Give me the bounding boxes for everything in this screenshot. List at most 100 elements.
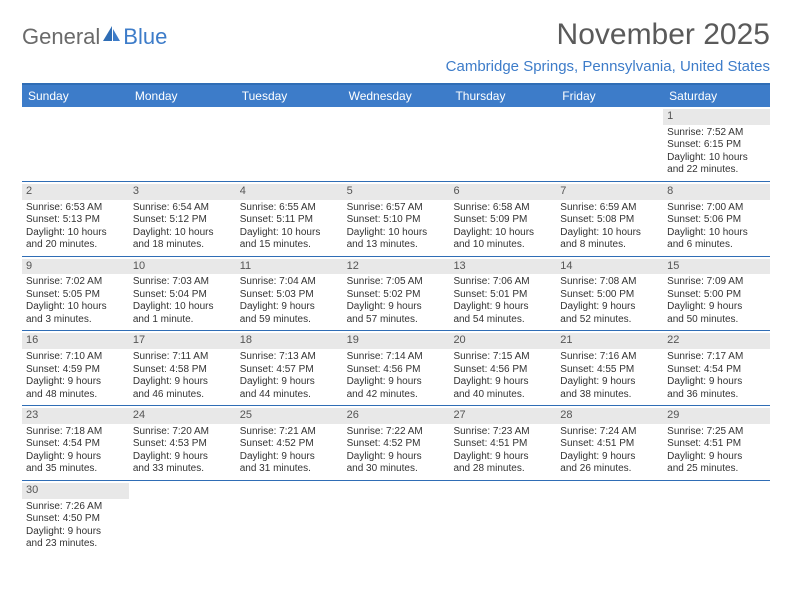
day-detail: Sunset: 5:13 PM: [26, 214, 125, 227]
day-detail: Daylight: 9 hours: [240, 301, 339, 314]
day-cell: 9Sunrise: 7:02 AMSunset: 5:05 PMDaylight…: [22, 257, 129, 331]
day-number: 20: [449, 333, 556, 349]
day-cell: 7Sunrise: 6:59 AMSunset: 5:08 PMDaylight…: [556, 182, 663, 256]
day-detail: Daylight: 9 hours: [26, 451, 125, 464]
day-cell: 12Sunrise: 7:05 AMSunset: 5:02 PMDayligh…: [343, 257, 450, 331]
week-row: 30Sunrise: 7:26 AMSunset: 4:50 PMDayligh…: [22, 481, 770, 555]
day-number: 28: [556, 408, 663, 424]
day-detail: Daylight: 9 hours: [560, 301, 659, 314]
day-number: 11: [236, 259, 343, 275]
day-cell: 4Sunrise: 6:55 AMSunset: 5:11 PMDaylight…: [236, 182, 343, 256]
day-detail: and 18 minutes.: [133, 239, 232, 252]
day-number: 9: [22, 259, 129, 275]
day-detail: Sunrise: 7:09 AM: [667, 276, 766, 289]
day-cell: [22, 107, 129, 181]
day-detail: Daylight: 10 hours: [560, 227, 659, 240]
day-detail: Sunset: 5:12 PM: [133, 214, 232, 227]
day-cell: 18Sunrise: 7:13 AMSunset: 4:57 PMDayligh…: [236, 331, 343, 405]
day-detail: Daylight: 9 hours: [347, 451, 446, 464]
day-detail: and 36 minutes.: [667, 389, 766, 402]
day-detail: Sunrise: 7:25 AM: [667, 426, 766, 439]
logo-text-blue: Blue: [123, 24, 167, 50]
day-cell: [129, 107, 236, 181]
day-detail: Sunset: 4:58 PM: [133, 364, 232, 377]
day-cell: 6Sunrise: 6:58 AMSunset: 5:09 PMDaylight…: [449, 182, 556, 256]
day-detail: Sunset: 4:59 PM: [26, 364, 125, 377]
day-detail: Sunset: 4:57 PM: [240, 364, 339, 377]
week-row: 2Sunrise: 6:53 AMSunset: 5:13 PMDaylight…: [22, 182, 770, 257]
day-detail: Sunrise: 7:52 AM: [667, 127, 766, 140]
day-detail: Sunset: 5:11 PM: [240, 214, 339, 227]
day-detail: Sunrise: 7:00 AM: [667, 202, 766, 215]
day-detail: Sunset: 5:10 PM: [347, 214, 446, 227]
day-detail: and 25 minutes.: [667, 463, 766, 476]
day-detail: Sunset: 4:53 PM: [133, 438, 232, 451]
day-number: [22, 109, 129, 125]
day-detail: and 10 minutes.: [453, 239, 552, 252]
day-detail: Daylight: 9 hours: [667, 376, 766, 389]
day-detail: Daylight: 9 hours: [453, 376, 552, 389]
weeks-container: 1Sunrise: 7:52 AMSunset: 6:15 PMDaylight…: [22, 107, 770, 555]
day-detail: Sunset: 4:52 PM: [240, 438, 339, 451]
weekday-header: Sunday: [22, 85, 129, 107]
weekday-header: Tuesday: [236, 85, 343, 107]
day-detail: Daylight: 9 hours: [453, 451, 552, 464]
logo-sail-icon: [102, 22, 122, 48]
day-number: [236, 109, 343, 125]
weekday-header: Saturday: [663, 85, 770, 107]
day-detail: Sunrise: 7:02 AM: [26, 276, 125, 289]
day-detail: and 46 minutes.: [133, 389, 232, 402]
day-number: 23: [22, 408, 129, 424]
day-detail: Daylight: 10 hours: [240, 227, 339, 240]
day-detail: Daylight: 10 hours: [26, 227, 125, 240]
day-detail: and 20 minutes.: [26, 239, 125, 252]
day-detail: Sunrise: 7:05 AM: [347, 276, 446, 289]
weekday-header: Wednesday: [343, 85, 450, 107]
day-cell: 5Sunrise: 6:57 AMSunset: 5:10 PMDaylight…: [343, 182, 450, 256]
day-detail: Sunset: 5:09 PM: [453, 214, 552, 227]
day-number: 30: [22, 483, 129, 499]
day-cell: 3Sunrise: 6:54 AMSunset: 5:12 PMDaylight…: [129, 182, 236, 256]
day-cell: 1Sunrise: 7:52 AMSunset: 6:15 PMDaylight…: [663, 107, 770, 181]
day-cell: [449, 107, 556, 181]
day-cell: 13Sunrise: 7:06 AMSunset: 5:01 PMDayligh…: [449, 257, 556, 331]
day-cell: 16Sunrise: 7:10 AMSunset: 4:59 PMDayligh…: [22, 331, 129, 405]
day-detail: Sunrise: 6:54 AM: [133, 202, 232, 215]
day-number: [129, 109, 236, 125]
week-row: 9Sunrise: 7:02 AMSunset: 5:05 PMDaylight…: [22, 257, 770, 332]
day-cell: 8Sunrise: 7:00 AMSunset: 5:06 PMDaylight…: [663, 182, 770, 256]
day-number: 13: [449, 259, 556, 275]
day-number: 15: [663, 259, 770, 275]
day-cell: [663, 481, 770, 555]
day-detail: Sunset: 4:56 PM: [453, 364, 552, 377]
title-block: November 2025 Cambridge Springs, Pennsyl…: [446, 18, 770, 75]
day-detail: and 31 minutes.: [240, 463, 339, 476]
day-number: [343, 109, 450, 125]
day-number: 24: [129, 408, 236, 424]
day-detail: Daylight: 9 hours: [26, 376, 125, 389]
day-detail: Daylight: 10 hours: [667, 152, 766, 165]
day-detail: and 28 minutes.: [453, 463, 552, 476]
day-cell: 27Sunrise: 7:23 AMSunset: 4:51 PMDayligh…: [449, 406, 556, 480]
day-detail: and 35 minutes.: [26, 463, 125, 476]
day-detail: Daylight: 9 hours: [240, 376, 339, 389]
day-detail: and 57 minutes.: [347, 314, 446, 327]
day-number: 1: [663, 109, 770, 125]
day-cell: [236, 107, 343, 181]
day-detail: Sunrise: 7:14 AM: [347, 351, 446, 364]
day-detail: Daylight: 10 hours: [26, 301, 125, 314]
day-detail: Sunset: 4:51 PM: [667, 438, 766, 451]
day-number: 12: [343, 259, 450, 275]
day-detail: Sunset: 5:05 PM: [26, 289, 125, 302]
day-cell: 20Sunrise: 7:15 AMSunset: 4:56 PMDayligh…: [449, 331, 556, 405]
day-number: 22: [663, 333, 770, 349]
day-detail: Sunset: 5:03 PM: [240, 289, 339, 302]
weekday-header-row: SundayMondayTuesdayWednesdayThursdayFrid…: [22, 85, 770, 107]
day-number: 6: [449, 184, 556, 200]
day-cell: 28Sunrise: 7:24 AMSunset: 4:51 PMDayligh…: [556, 406, 663, 480]
day-cell: 23Sunrise: 7:18 AMSunset: 4:54 PMDayligh…: [22, 406, 129, 480]
day-detail: Daylight: 9 hours: [133, 451, 232, 464]
day-detail: and 22 minutes.: [667, 164, 766, 177]
day-detail: and 54 minutes.: [453, 314, 552, 327]
day-number: 3: [129, 184, 236, 200]
